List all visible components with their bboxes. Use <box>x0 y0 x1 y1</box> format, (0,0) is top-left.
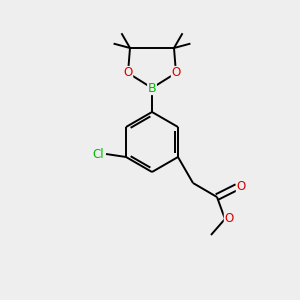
Text: O: O <box>123 67 133 80</box>
Text: Cl: Cl <box>92 148 104 160</box>
Text: B: B <box>148 82 156 94</box>
Text: O: O <box>171 67 181 80</box>
Text: O: O <box>236 179 246 193</box>
Text: O: O <box>224 212 234 226</box>
